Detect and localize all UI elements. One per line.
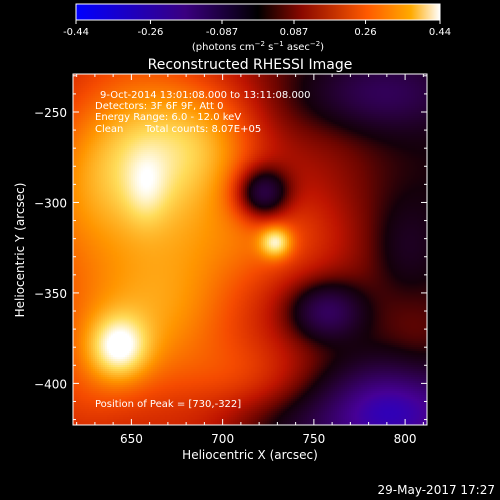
annotation-detectors: Detectors: 3F 6F 9F, Att 0 — [95, 101, 223, 112]
annotation-peak-position: Position of Peak = [730,-322] — [95, 399, 241, 410]
y-axis-label: Heliocentric Y (arcsec) — [13, 183, 27, 318]
x-tick-label: 750 — [302, 432, 325, 446]
colorbar-tick-label: 0.44 — [429, 27, 451, 38]
y-tick-label: −300 — [34, 196, 67, 210]
x-tick-label: 800 — [394, 432, 417, 446]
colorbar-tick-label: 0.087 — [280, 27, 309, 38]
x-axis-label: Heliocentric X (arcsec) — [182, 448, 318, 462]
x-tick-label: 700 — [211, 432, 234, 446]
y-axis-ticks: −250 −300 −350 −400 — [34, 75, 427, 421]
annotation-total-counts: Total counts: 8.07E+05 — [144, 124, 261, 135]
footer-date: 29-May-2017 17:27 — [378, 483, 495, 497]
colorbar-tick-label: 0.26 — [354, 27, 376, 38]
colorbar-tick-label: -0.087 — [206, 27, 238, 38]
colorbar-ticks: -0.44 -0.26 -0.087 0.087 0.26 0.44 — [63, 20, 451, 38]
colorbar-tick-label: -0.26 — [138, 27, 164, 38]
x-axis-ticks: 650 700 750 800 — [76, 74, 424, 446]
x-tick-label: 650 — [120, 432, 143, 446]
plot-frame — [72, 73, 428, 426]
annotation-energy-range: Energy Range: 6.0 - 12.0 keV — [95, 112, 241, 123]
chart-title: Reconstructed RHESSI Image — [148, 57, 353, 73]
colorbar — [75, 3, 441, 21]
annotation-clean: Clean — [95, 124, 123, 135]
annotation-time-range: 9-Oct-2014 13:01:08.000 to 13:11:08.000 — [100, 90, 311, 101]
heatmap-image — [73, 74, 427, 425]
colorbar-unit-label: (photons cm−2 s−1 asec−2) — [192, 40, 324, 53]
y-tick-label: −350 — [34, 287, 67, 301]
y-tick-label: −400 — [34, 377, 67, 391]
y-tick-label: −250 — [34, 106, 67, 120]
colorbar-tick-label: -0.44 — [63, 27, 89, 38]
